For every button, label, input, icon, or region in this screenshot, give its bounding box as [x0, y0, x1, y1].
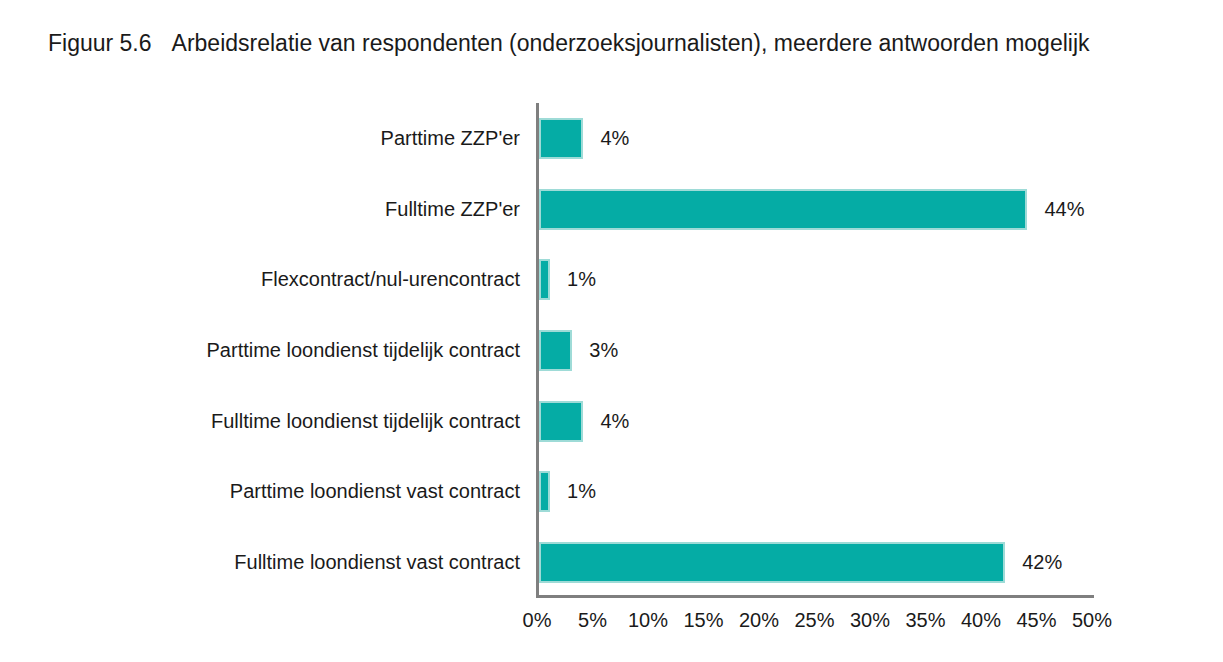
figure-caption: Arbeidsrelatie van respondenten (onderzo…	[172, 30, 1090, 56]
chart-row: Parttime loondienst vast contract 1%	[0, 457, 1223, 528]
x-tick-label: 15%	[683, 609, 723, 632]
bar	[539, 259, 550, 300]
category-label: Parttime loondienst vast contract	[0, 480, 536, 503]
x-tick-label: 5%	[578, 609, 607, 632]
category-label: Parttime loondienst tijdelijk contract	[0, 339, 536, 362]
chart-row: Fulltime loondienst tijdelijk contract 4…	[0, 386, 1223, 457]
bar-track: 1%	[539, 259, 1094, 300]
value-label: 3%	[589, 339, 618, 362]
category-label: Fulltime loondienst tijdelijk contract	[0, 410, 536, 433]
x-tick-label: 30%	[850, 609, 890, 632]
chart-row: Fulltime ZZP'er 44%	[0, 174, 1223, 245]
value-label: 1%	[567, 480, 596, 503]
category-label: Parttime ZZP'er	[0, 127, 536, 150]
chart-row: Fulltime loondienst vast contract 42%	[0, 527, 1223, 598]
bar	[539, 542, 1005, 583]
category-label: Fulltime ZZP'er	[0, 198, 536, 221]
x-tick-label: 50%	[1072, 609, 1112, 632]
bar	[539, 471, 550, 512]
bar-track: 4%	[539, 118, 1094, 159]
value-label: 44%	[1044, 198, 1084, 221]
bar-track: 44%	[539, 189, 1094, 230]
value-label: 1%	[567, 268, 596, 291]
category-label: Flexcontract/nul-urencontract	[0, 268, 536, 291]
x-tick-label: 20%	[739, 609, 779, 632]
bar-track: 4%	[539, 401, 1094, 442]
bar	[539, 330, 572, 371]
bar-track: 42%	[539, 542, 1094, 583]
bar-chart: Parttime ZZP'er 4% Fulltime ZZP'er 44% F…	[0, 103, 1223, 598]
x-tick-label: 0%	[523, 609, 552, 632]
figure-title: Figuur 5.6 Arbeidsrelatie van respondente…	[48, 29, 1090, 58]
bar	[539, 118, 583, 159]
value-label: 42%	[1022, 551, 1062, 574]
bar-track: 3%	[539, 330, 1094, 371]
chart-row: Parttime ZZP'er 4%	[0, 103, 1223, 174]
bar	[539, 401, 583, 442]
x-tick-label: 25%	[794, 609, 834, 632]
value-label: 4%	[600, 127, 629, 150]
x-tick-label: 10%	[628, 609, 668, 632]
chart-row: Parttime loondienst tijdelijk contract 3…	[0, 315, 1223, 386]
value-label: 4%	[600, 410, 629, 433]
figure-number: Figuur 5.6	[48, 30, 152, 56]
category-label: Fulltime loondienst vast contract	[0, 551, 536, 574]
x-tick-label: 45%	[1016, 609, 1056, 632]
chart-row: Flexcontract/nul-urencontract 1%	[0, 244, 1223, 315]
x-tick-label: 35%	[905, 609, 945, 632]
x-axis-tick-labels: 0% 5% 10% 15% 20% 25% 30% 35% 40% 45% 50…	[537, 609, 1092, 639]
bar-track: 1%	[539, 471, 1094, 512]
x-tick-label: 40%	[961, 609, 1001, 632]
bar	[539, 189, 1027, 230]
